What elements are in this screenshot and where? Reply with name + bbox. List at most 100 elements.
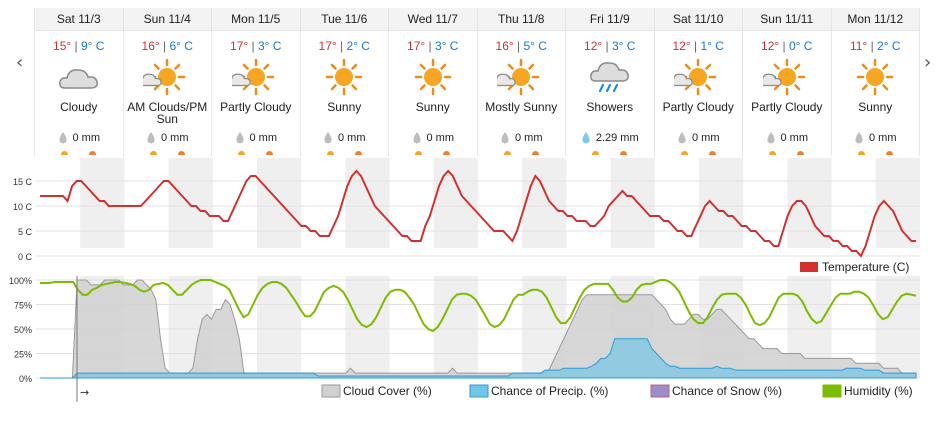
temperature-line	[40, 169, 916, 258]
sunset-icon	[354, 151, 362, 155]
high-temp: 12°	[761, 39, 780, 53]
day-column: Sun 11/4 16° | 6° C AM Clouds/PM Sun 0 m…	[123, 8, 212, 156]
precip-value: 0 mm	[161, 132, 189, 144]
y-tick-label: 50%	[14, 325, 32, 335]
raindrop-icon	[412, 132, 421, 144]
condition-text: Sunny	[858, 100, 893, 114]
day-label: Thu 11/8	[477, 8, 565, 31]
condition-text: AM Clouds/PM Sun	[127, 100, 208, 126]
day-label: Mon 11/5	[212, 8, 300, 31]
sun-icon	[237, 58, 274, 96]
day-column: Mon 11/12 11° | 2° C Sunny 0 mm	[831, 8, 920, 156]
legend-label: Humidity (%)	[844, 384, 913, 398]
day-temps: 12° | 0° C	[761, 39, 813, 53]
sun-icon	[414, 58, 451, 96]
condition-text: Sunny	[327, 100, 362, 114]
sun-cloud-icon	[226, 57, 280, 97]
sunset-icon	[177, 151, 185, 155]
day-label: Wed 11/7	[389, 8, 477, 31]
day-column: Wed 11/7 17° | 3° C Sunny 0 mm	[389, 8, 478, 156]
day-column: Fri 11/9 12° | 3° C Showers 2.29 mm	[566, 8, 655, 156]
y-tick-label: 15 C	[13, 177, 33, 187]
high-temp: 16°	[495, 39, 514, 53]
day-column: Mon 11/5 17° | 3° C Partly Cloudy 0 mm	[212, 8, 301, 156]
legend-label: Chance of Precip. (%)	[491, 384, 608, 398]
rain-cloud-icon	[586, 57, 634, 97]
condition-text: Partly Cloudy	[220, 100, 292, 114]
sunrise-icon	[503, 151, 511, 155]
condition-text: Mostly Sunny	[485, 100, 558, 114]
day-label: Sun 11/11	[743, 8, 831, 31]
sunset-icon	[708, 151, 716, 155]
day-temps: 15° | 9° C	[53, 39, 105, 53]
sunrise-icon	[415, 151, 423, 155]
precip-amount: 0 mm	[478, 132, 566, 144]
legend-swatch	[321, 384, 341, 398]
sunrise-icon	[61, 151, 69, 155]
condition-text: Cloudy	[60, 100, 98, 114]
high-temp: 16°	[141, 39, 160, 53]
grid-band	[345, 158, 390, 248]
low-temp: 0° C	[788, 39, 813, 53]
grid-band	[522, 158, 567, 248]
raindrop-icon	[501, 132, 509, 144]
grid-band	[168, 158, 213, 248]
day-column: Tue 11/6 17° | 2° C Sunny 0 mm	[300, 8, 389, 156]
high-temp: 12°	[672, 39, 691, 53]
y-tick-label: 0%	[19, 374, 32, 384]
day-label: Fri 11/9	[566, 8, 654, 31]
precip-amount: 0 mm	[832, 132, 920, 144]
day-column: Thu 11/8 16° | 5° C Mostly Sunny 0 mm	[477, 8, 566, 156]
raindrop-icon	[582, 132, 590, 144]
precip-value: 0 mm	[515, 132, 543, 144]
sunrise-icon	[592, 151, 600, 155]
prev-arrow-icon[interactable]: ‹	[16, 52, 24, 73]
grid-band	[875, 276, 920, 378]
low-temp: 9° C	[80, 39, 105, 53]
time-arrow: →	[80, 386, 89, 399]
precip-chance-area	[40, 338, 917, 379]
day-temps: 11° | 2° C	[849, 39, 901, 53]
condition-text: Partly Cloudy	[751, 100, 823, 114]
sunrise-icon	[769, 151, 777, 155]
legend-swatch	[822, 384, 842, 398]
high-temp: 15°	[53, 39, 72, 53]
next-arrow-icon[interactable]: ›	[924, 52, 932, 73]
y-tick-label: 5 C	[18, 227, 33, 237]
day-temps: 16° | 6° C	[141, 39, 193, 53]
sunrise-icon	[680, 151, 688, 155]
sun-icon	[857, 58, 894, 96]
cloud-icon	[55, 57, 103, 97]
precip-amount: 0 mm	[743, 132, 831, 144]
forecast-chart: 15 C 10 C 5 C 0 C Temperature (C) 100% 75% 50% 2…	[9, 158, 920, 402]
day-label: Mon 11/12	[831, 8, 919, 31]
day-temps: 12° | 3° C	[584, 39, 636, 53]
forecast-days: Sat 11/3 15° | 9° C Cloudy 0 mm Sun 11/4…	[34, 8, 920, 156]
day-temps: 17° | 2° C	[318, 39, 370, 53]
sunset-icon	[620, 151, 628, 155]
sun-icon	[680, 58, 717, 96]
temperature-legend-label: Temperature (C)	[822, 260, 909, 274]
precip-amount: 0 mm	[301, 132, 389, 144]
low-temp: 3° C	[257, 39, 282, 53]
raindrop-icon	[147, 132, 155, 144]
raindrop-icon	[324, 132, 332, 144]
precip-amount: 0 mm	[124, 132, 212, 144]
grid-band	[433, 276, 478, 378]
sun-icon	[320, 57, 368, 97]
day-temps: 16° | 5° C	[495, 39, 547, 53]
high-temp: 12°	[584, 39, 603, 53]
day-column: Sat 11/10 12° | 1° C Partly Cloudy 0 mm	[654, 8, 743, 156]
sunset-icon	[885, 151, 893, 155]
day-label: Sat 11/3	[35, 8, 123, 31]
grid-band	[610, 158, 655, 248]
sun-icon	[768, 58, 805, 96]
sunset-icon	[531, 151, 539, 155]
day-column: Sat 11/3 15° | 9° C Cloudy 0 mm	[35, 8, 124, 156]
sun-cloud-icon	[668, 57, 722, 97]
day-column: Sun 11/11 12° | 0° C Partly Cloudy 0 mm	[743, 8, 832, 156]
condition-text: Partly Cloudy	[662, 100, 734, 114]
precip-amount: 0 mm	[389, 132, 477, 144]
low-temp: 1° C	[700, 39, 724, 53]
sun-icon	[409, 57, 457, 97]
